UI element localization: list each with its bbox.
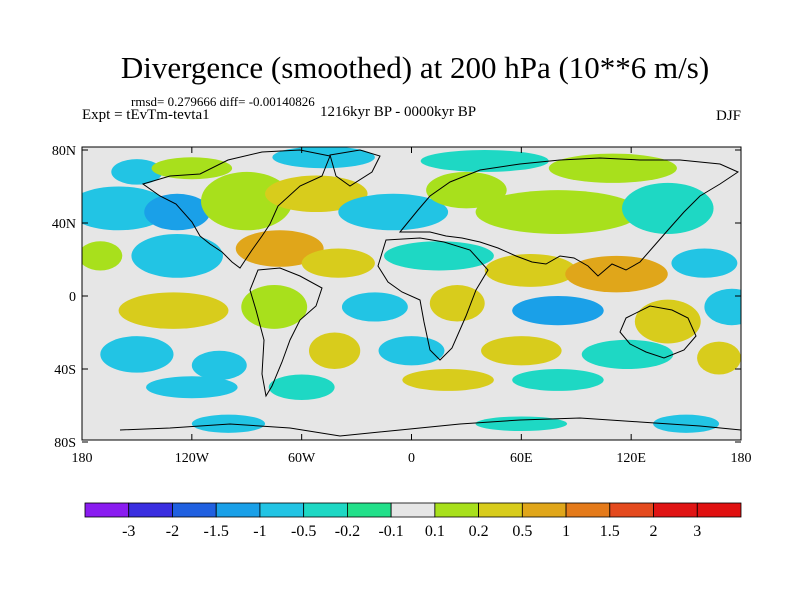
stats-text: rmsd= 0.279666 diff= -0.00140826	[131, 94, 315, 109]
period-label: 1216kyr BP - 0000kyr BP	[320, 104, 477, 120]
contour-region	[100, 336, 174, 373]
lat-label: 40N	[52, 217, 76, 232]
colorbar-label: -0.1	[378, 523, 403, 540]
contour-region	[420, 150, 549, 172]
contour-region	[268, 374, 335, 401]
contour-region	[475, 190, 641, 234]
contour-region	[622, 182, 714, 234]
colorbar-box	[259, 502, 305, 518]
colorbar-label: -1.5	[204, 523, 229, 540]
contour-region	[191, 350, 247, 380]
coastline-south-america	[249, 267, 323, 398]
colorbar-box	[215, 502, 261, 518]
colorbar-label: 2	[650, 523, 658, 540]
contour-region	[378, 336, 445, 366]
coastline-north-america	[141, 149, 331, 269]
coastline-africa	[377, 237, 489, 361]
colorbar-box	[696, 502, 742, 518]
contour-region	[118, 292, 229, 329]
coastline-antarctica	[119, 417, 741, 437]
contour-region	[265, 175, 368, 213]
contour-region	[475, 416, 568, 432]
colorbar: -3 -2 -1.5 -1 -0.5 -0.2 -0.1 0.1 0.2 0.5 1 1.5 2 3	[84, 502, 742, 540]
contour-region	[548, 153, 677, 183]
contour-region	[151, 157, 233, 180]
colorbar-label: 3	[693, 523, 701, 540]
colorbar-box	[84, 502, 130, 518]
lat-label: 0	[69, 290, 76, 305]
coastline-eurasia	[398, 157, 740, 277]
contour-region	[426, 171, 507, 209]
colorbar-box	[521, 502, 567, 518]
colorbar-box	[609, 502, 654, 518]
colorbar-label: 1	[562, 523, 570, 540]
lat-label: 80N	[52, 144, 76, 159]
contour-region	[512, 369, 604, 391]
contour-region	[484, 254, 577, 287]
colorbar-box	[390, 502, 436, 518]
contour-region	[481, 336, 562, 366]
contour-region	[429, 285, 485, 322]
colorbar-label: -0.2	[335, 523, 360, 540]
lon-label: 60W	[288, 451, 316, 466]
colorbar-label: 0.2	[469, 523, 489, 540]
contour-region	[241, 285, 308, 329]
contour-region	[565, 255, 668, 293]
contour-region	[384, 241, 494, 271]
contour-region	[704, 288, 741, 326]
coastlines	[119, 149, 741, 437]
contour-region	[235, 230, 324, 267]
colorbar-box	[303, 502, 348, 518]
coastline-australia	[619, 305, 697, 359]
lon-label: 180	[731, 451, 752, 466]
season-label: DJF	[715, 108, 741, 124]
contour-region	[341, 292, 408, 322]
colorbar-box	[565, 502, 611, 518]
contour-region	[512, 296, 604, 326]
contour-region	[697, 341, 741, 375]
colorbar-label: 1.5	[600, 523, 620, 540]
coastline-greenland	[329, 149, 381, 187]
lat-label: 40S	[54, 363, 76, 378]
contour-region	[301, 248, 375, 278]
contour-region	[671, 248, 738, 278]
colorbar-label: -3	[122, 523, 135, 540]
contour-region	[146, 376, 238, 399]
colorbar-box	[172, 502, 217, 518]
colorbar-label: -0.5	[291, 523, 316, 540]
lat-label: 80S	[54, 436, 76, 451]
plot-title: Divergence (smoothed) at 200 hPa (10**6 …	[120, 50, 710, 85]
colorbar-box	[128, 502, 173, 518]
contour-region	[111, 159, 163, 185]
lon-label: 60E	[510, 451, 533, 466]
contour-region	[581, 339, 674, 369]
contour-region	[131, 233, 223, 278]
lon-label: 180	[72, 451, 93, 466]
lon-label: 120E	[616, 451, 646, 466]
contour-region	[653, 414, 720, 433]
contour-region	[634, 299, 701, 344]
colorbar-box	[653, 502, 698, 518]
contour-region	[272, 147, 375, 169]
colorbar-label: 0.1	[425, 523, 445, 540]
lon-label: 0	[408, 451, 415, 466]
contour-region	[402, 369, 494, 391]
contour-region	[144, 193, 211, 231]
colorbar-label: 0.5	[512, 523, 532, 540]
contour-region	[308, 332, 361, 369]
experiment-label: Expt = tEvTm-tevta1	[82, 107, 210, 123]
colorbar-label: -1	[253, 523, 266, 540]
colorbar-label: -2	[166, 523, 179, 540]
colorbar-box	[434, 502, 480, 518]
contour-region	[338, 193, 449, 231]
colorbar-box	[346, 502, 392, 518]
contour-region	[82, 241, 123, 271]
colorbar-box	[478, 502, 523, 518]
lon-label: 120W	[175, 451, 210, 466]
